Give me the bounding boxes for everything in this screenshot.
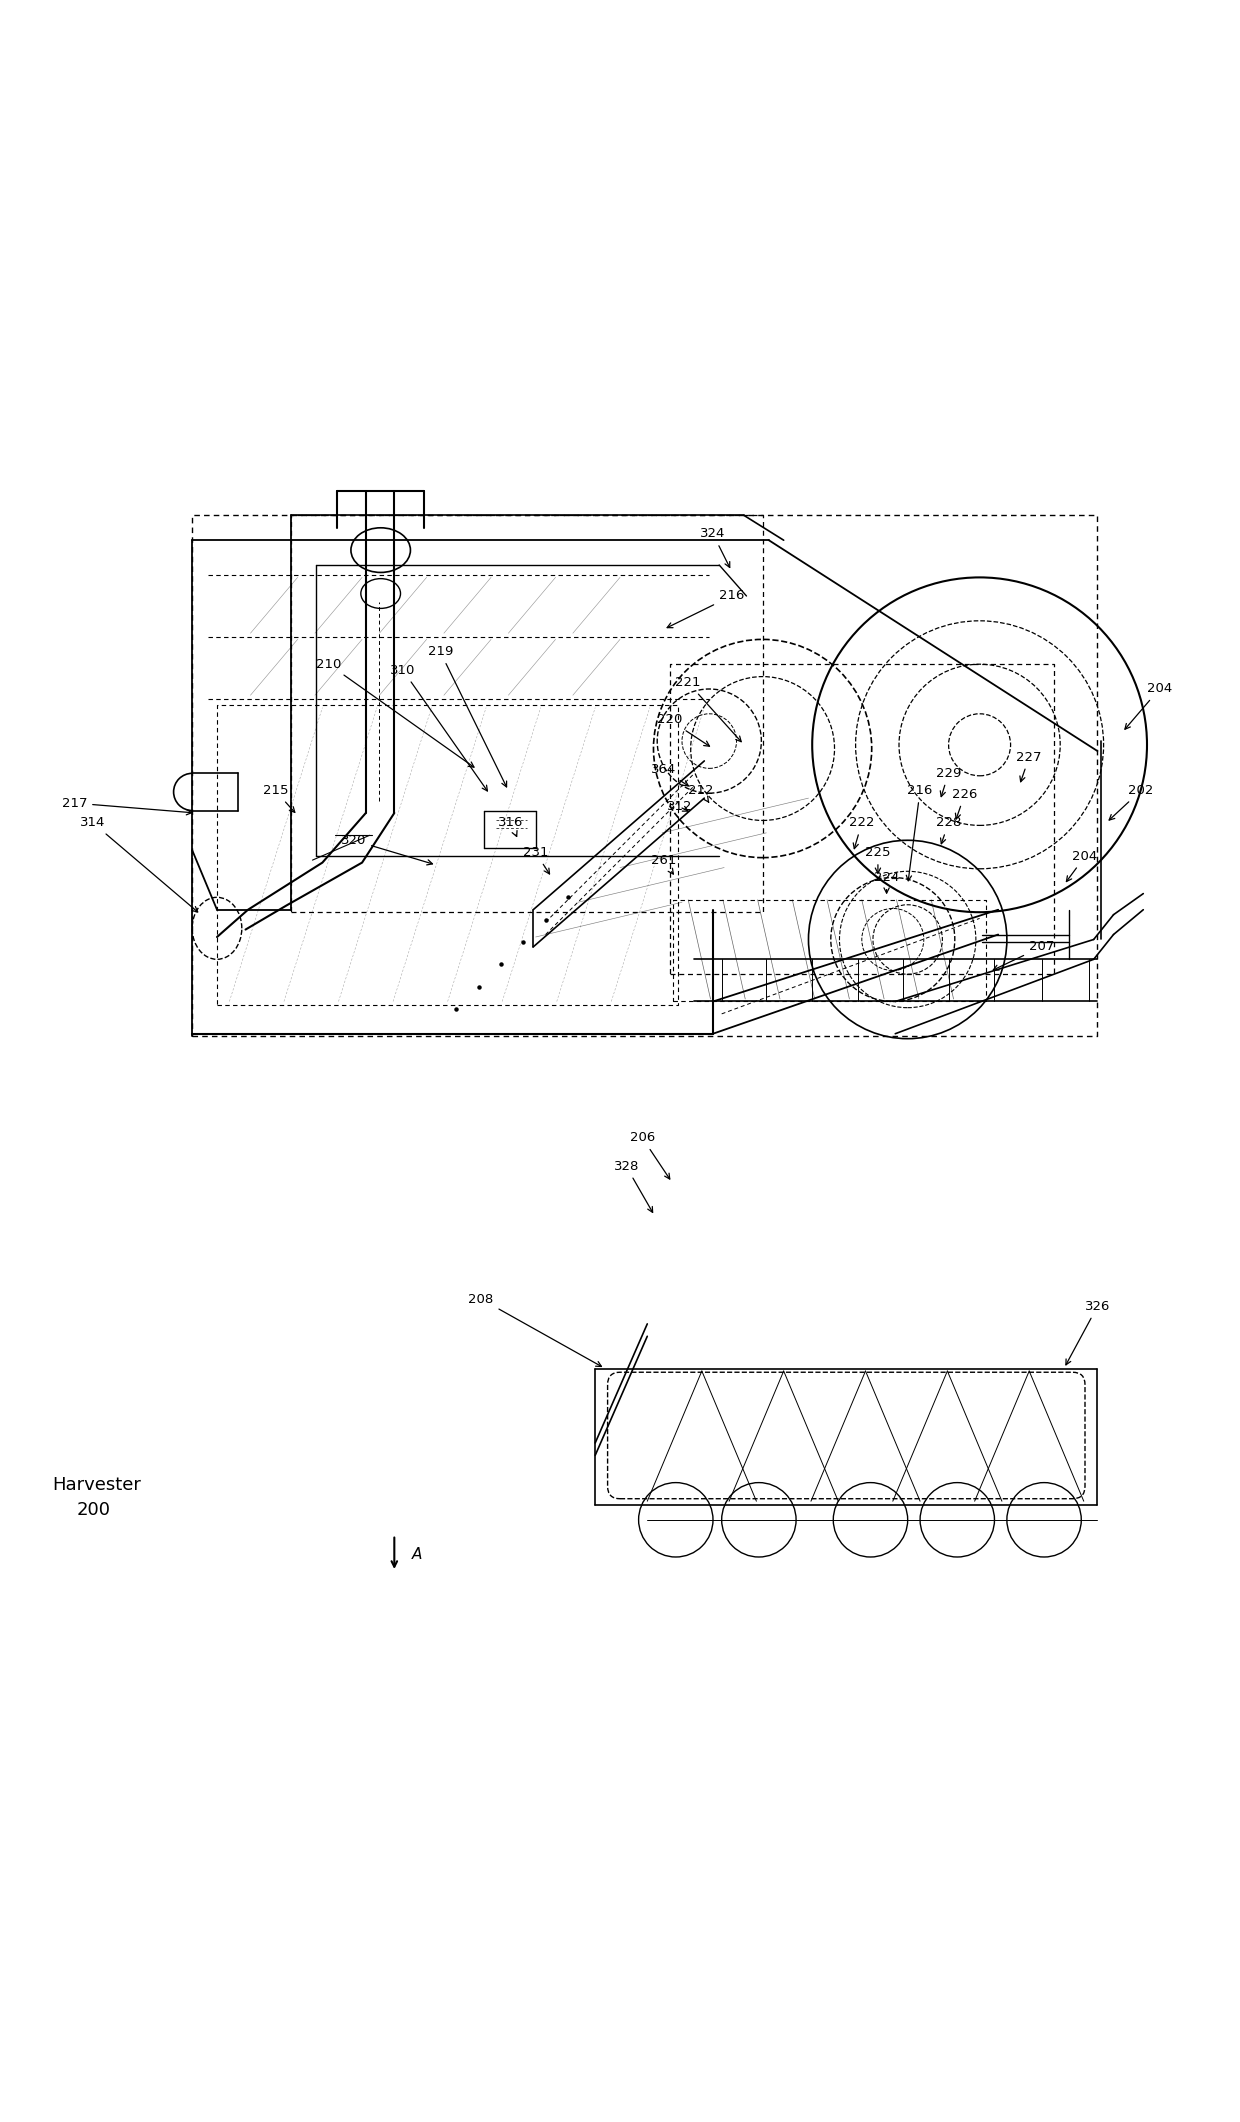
Text: 200: 200 [77,1500,110,1519]
Text: Harvester: Harvester [52,1477,141,1494]
Text: 219: 219 [428,645,507,787]
Text: 207: 207 [993,940,1054,970]
Text: 206: 206 [630,1131,670,1180]
Text: 228: 228 [936,817,961,845]
Text: 221: 221 [676,677,742,743]
Text: A: A [412,1547,422,1562]
Text: 310: 310 [391,664,487,792]
Text: 216: 216 [667,590,744,628]
Text: 328: 328 [614,1161,652,1212]
Text: 261: 261 [651,853,676,874]
Text: 210: 210 [316,658,474,768]
Text: 208: 208 [469,1292,601,1367]
Text: 215: 215 [263,785,295,813]
Text: 212: 212 [688,785,713,802]
Text: 202: 202 [1109,785,1153,819]
Text: 227: 227 [1017,751,1042,781]
Text: 222: 222 [849,817,874,849]
Text: 229: 229 [936,766,961,796]
Text: 226: 226 [952,787,977,819]
Text: 314: 314 [81,817,197,912]
Text: 225: 225 [866,847,890,874]
Text: 316: 316 [498,817,523,836]
Text: 231: 231 [523,847,549,874]
Text: 216: 216 [906,785,932,881]
Text: 312: 312 [667,800,692,813]
Text: 220: 220 [657,713,709,747]
Text: 217: 217 [62,796,192,815]
Text: 326: 326 [1066,1301,1110,1364]
Text: 364: 364 [651,764,688,785]
Text: 204: 204 [1125,683,1172,730]
Text: 224: 224 [874,870,899,893]
Text: 320: 320 [341,834,433,866]
Text: 204: 204 [1066,851,1097,881]
Text: 324: 324 [701,528,729,567]
